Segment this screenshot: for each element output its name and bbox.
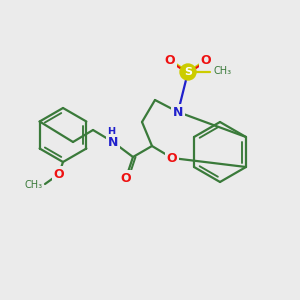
Text: O: O [54,167,64,181]
Text: O: O [165,53,175,67]
Text: H: H [107,127,115,137]
Text: CH₃: CH₃ [25,180,43,190]
Text: N: N [108,136,118,148]
Text: O: O [167,152,177,164]
Text: O: O [201,53,211,67]
Circle shape [180,64,196,80]
Text: CH₃: CH₃ [213,66,231,76]
Text: N: N [173,106,183,118]
Text: O: O [121,172,131,184]
Text: S: S [184,67,192,77]
